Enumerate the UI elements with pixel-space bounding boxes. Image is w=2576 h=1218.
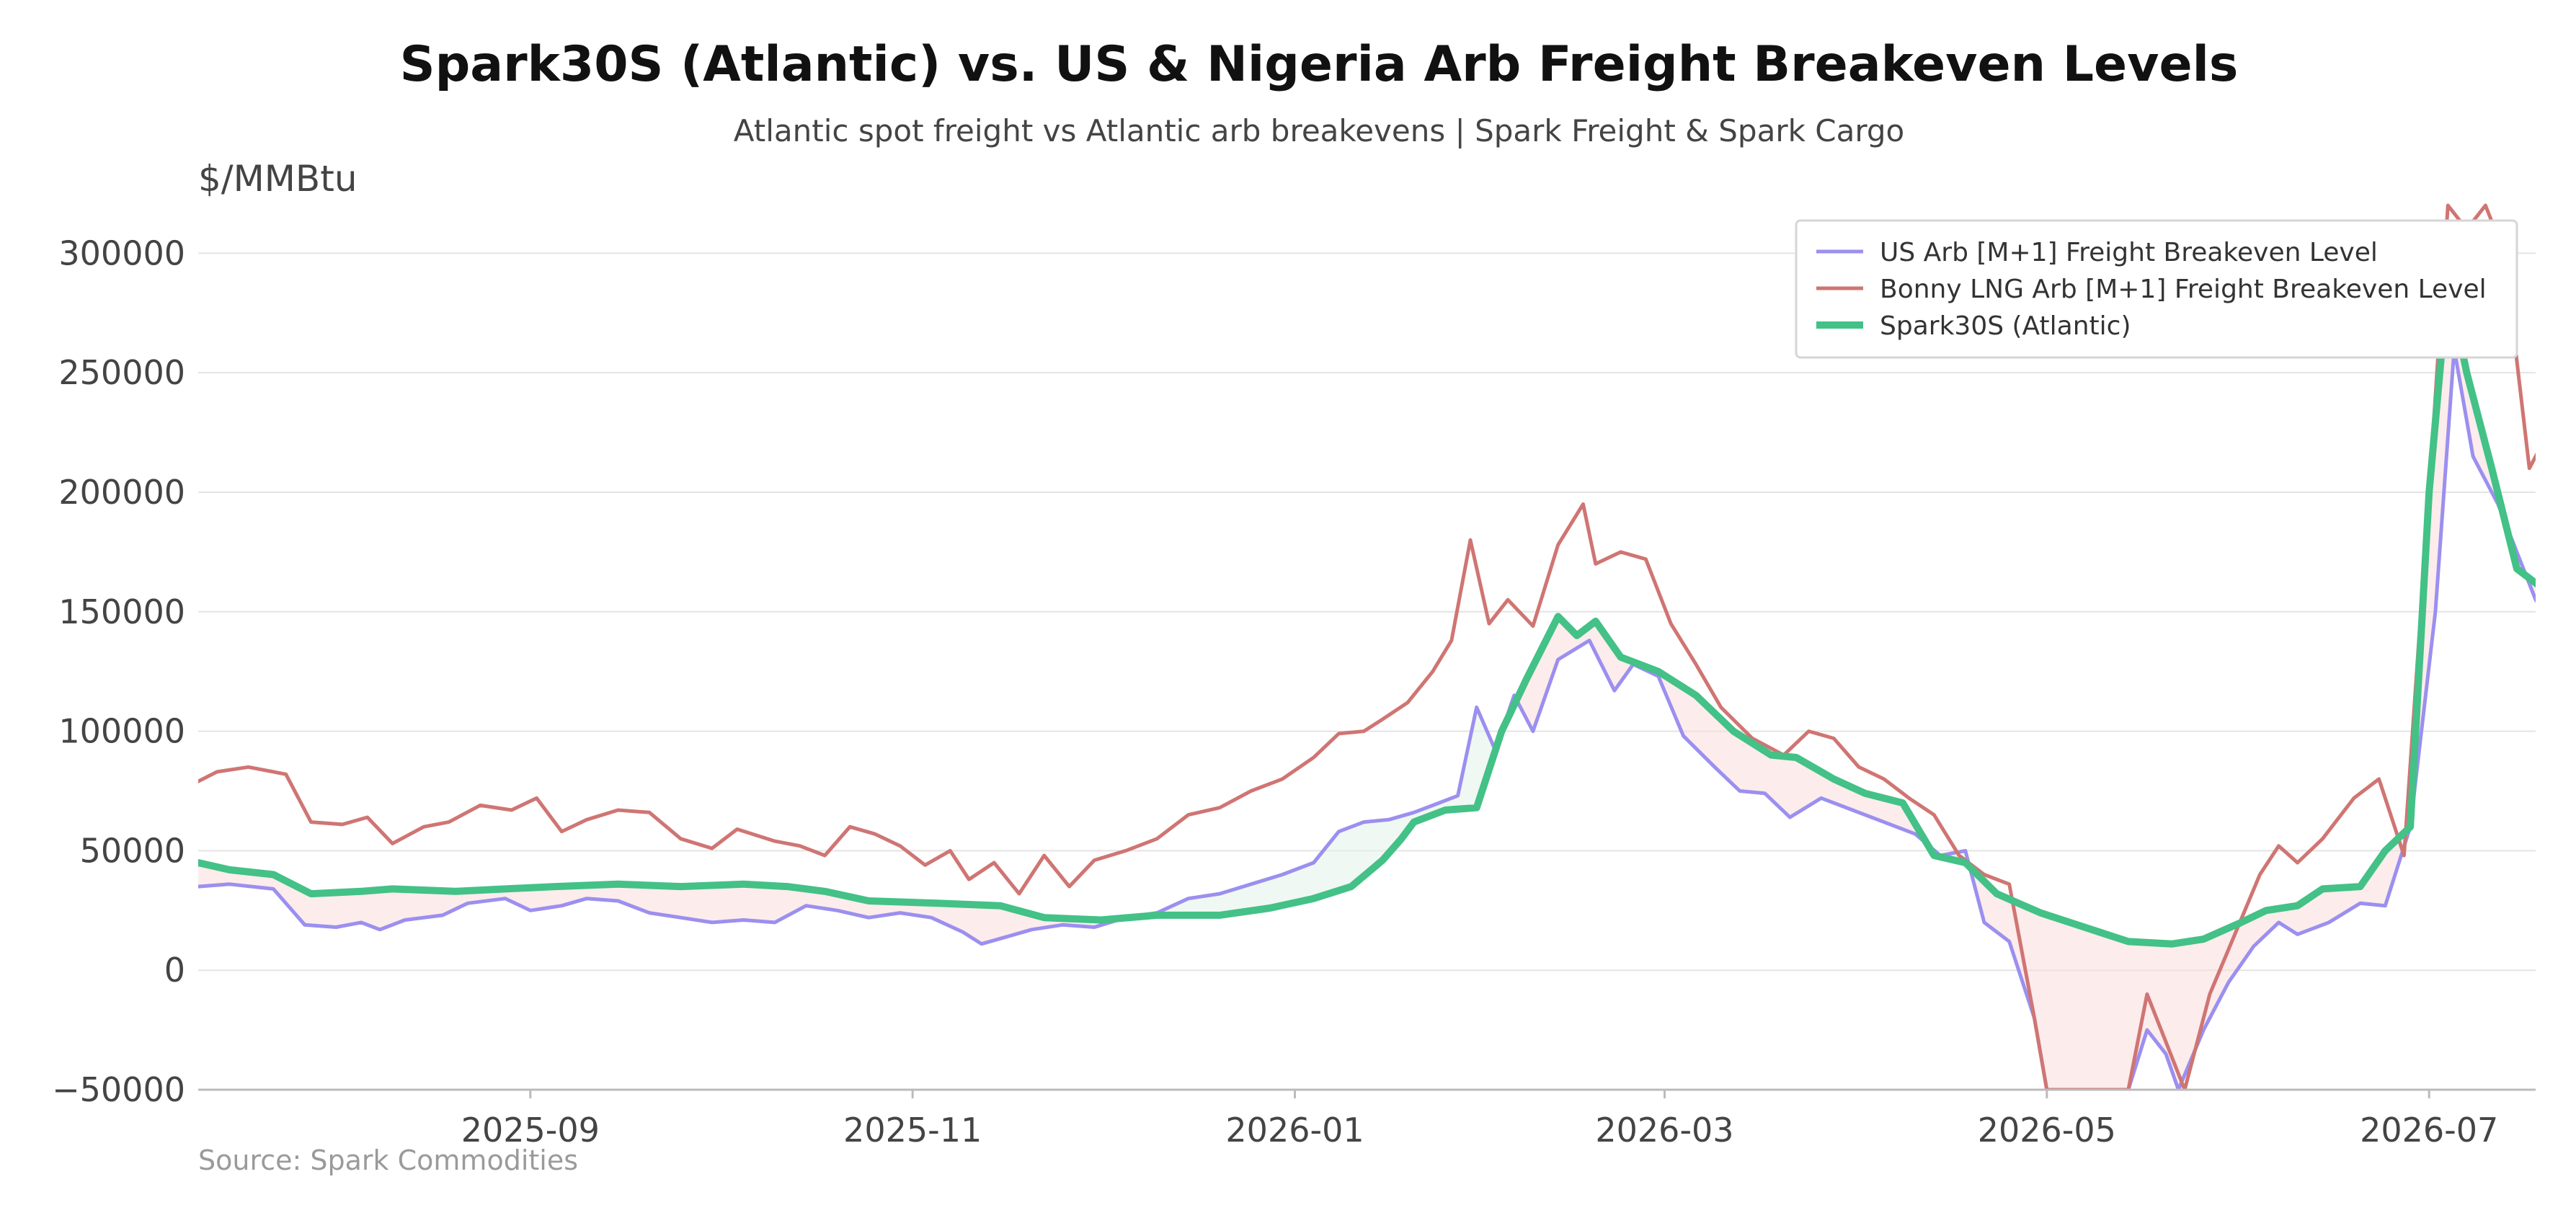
chart-title: Spark30S (Atlantic) vs. US & Nigeria Arb… xyxy=(400,36,2239,93)
y-tick-label: 250000 xyxy=(58,353,185,392)
y-tick-label: 0 xyxy=(164,951,185,990)
x-axis-ticks: 2025-09 2025-11 2026-01 2026-03 2026-05 2026-… xyxy=(461,1090,2498,1150)
y-axis-ticks: −50000 0 50000 100000 150000 200000 250000 3000… xyxy=(52,234,185,1109)
y-tick-label: 200000 xyxy=(58,473,185,512)
fill-area xyxy=(2551,582,2576,680)
legend-label-us: US Arb [M+1] Freight Breakeven Level xyxy=(1880,238,2378,267)
y-tick-label: 300000 xyxy=(58,234,185,272)
x-tick-label: 2026-05 xyxy=(1978,1111,2116,1150)
y-tick-label: 150000 xyxy=(58,592,185,631)
series-line-0 xyxy=(198,347,2536,1090)
series-lines xyxy=(198,203,2536,1090)
fill-area xyxy=(1517,616,1925,843)
y-tick-label: 50000 xyxy=(80,831,185,870)
y-tick-label: −50000 xyxy=(52,1070,185,1109)
source-note: Source: Spark Commodities xyxy=(198,1144,578,1176)
x-tick-label: 2025-11 xyxy=(843,1111,982,1150)
x-tick-label: 2025-09 xyxy=(461,1111,600,1150)
y-tick-label: 100000 xyxy=(58,712,185,751)
legend[interactable]: US Arb [M+1] Freight Breakeven Level Bon… xyxy=(1795,219,2518,359)
series-line-1 xyxy=(198,203,2536,1090)
legend-box xyxy=(1795,219,2518,359)
legend-label-spark: Spark30S (Atlantic) xyxy=(1880,311,2131,341)
x-tick-label: 2026-01 xyxy=(1225,1111,1364,1150)
x-tick-label: 2026-03 xyxy=(1595,1111,1733,1150)
chart-subtitle: Atlantic spot freight vs Atlantic arb br… xyxy=(734,113,1904,148)
fill-area xyxy=(198,863,1121,944)
x-tick-label: 2026-07 xyxy=(2360,1111,2498,1150)
y-axis-label: $/MMBtu xyxy=(198,158,357,200)
fill-area xyxy=(1971,290,2501,1090)
fill-area xyxy=(1125,707,1493,918)
series-line-2 xyxy=(198,278,2536,948)
legend-label-bonny: Bonny LNG Arb [M+1] Freight Breakeven Le… xyxy=(1880,275,2487,304)
